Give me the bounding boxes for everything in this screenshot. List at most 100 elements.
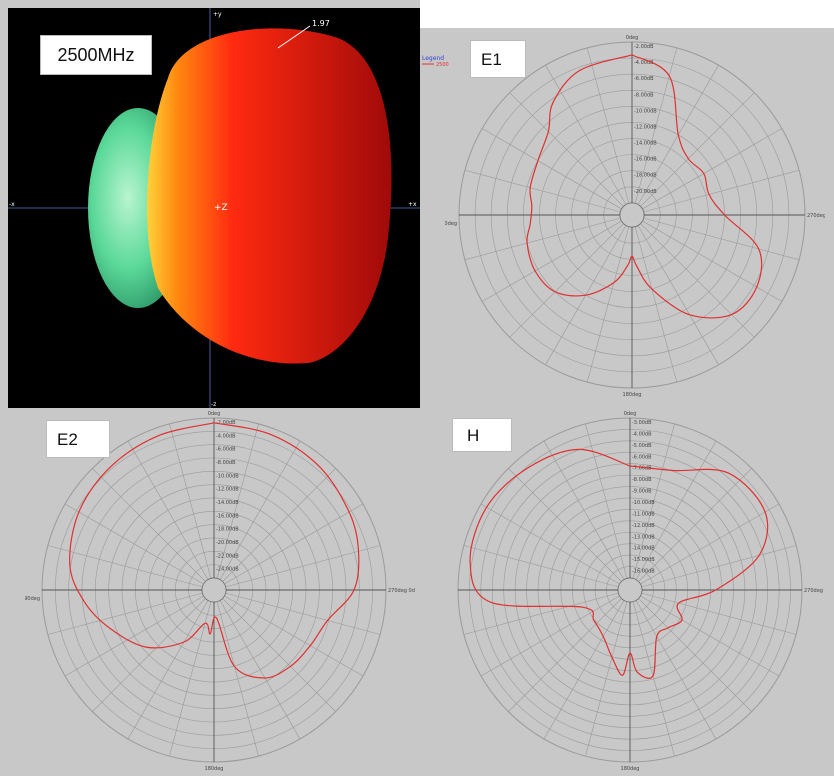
grid-spoke [47, 545, 203, 588]
grid-spoke [638, 598, 752, 712]
grid-spoke [169, 423, 212, 579]
e2-plane-label: E2 [46, 420, 110, 458]
radial-tick-label: -18.00dB [216, 527, 239, 533]
grid-spoke [635, 600, 717, 740]
legend-entry: 2500 [436, 62, 449, 68]
grid-spoke [634, 226, 678, 383]
radial-tick-label: -4.00dB [634, 60, 654, 66]
grid-spoke [508, 468, 622, 582]
angle-label-right: 270deg 0deg [388, 588, 415, 594]
grid-spoke [482, 128, 622, 210]
grid-spoke [543, 440, 625, 580]
axis-x-pos-label: +x [408, 201, 417, 208]
grid-spoke [643, 169, 800, 213]
grid-spoke [640, 503, 780, 585]
radial-tick-label: -16.00dB [634, 157, 657, 163]
radial-tick-label: -12.00dB [634, 124, 657, 130]
polar-grid-e2 [41, 417, 387, 763]
grid-spoke [127, 600, 209, 740]
grid-spoke [225, 545, 381, 588]
radial-tick-label: -16.00dB [632, 569, 655, 575]
grid-spoke [586, 47, 630, 204]
radial-tick-label: -8.00dB [632, 477, 652, 483]
radial-tick-label: -6.00dB [632, 454, 652, 460]
radial-tick-label: -20.00dB [634, 189, 657, 195]
radial-tick-label: -4.00dB [632, 431, 652, 437]
angle-label-left: 90deg [445, 221, 457, 227]
radial-tick-label: -8.00dB [634, 92, 654, 98]
main-lobe [147, 28, 392, 364]
radial-tick-label: -18.00dB [634, 173, 657, 179]
polar-grid-h [457, 417, 803, 763]
grid-spoke [219, 600, 301, 740]
grid-spoke [225, 592, 381, 635]
center-circle [617, 577, 643, 603]
grid-spoke [219, 440, 301, 580]
radial-tick-label: -7.00dB [632, 466, 652, 472]
grid-spoke [585, 601, 628, 757]
radial-tick-label: -12.00dB [216, 487, 239, 493]
grid-spoke [92, 598, 206, 712]
pattern-trace-e2 [69, 422, 360, 679]
grid-spoke [637, 225, 719, 365]
radial-tick-label: -13.00dB [632, 534, 655, 540]
legend-title: Legend [422, 55, 444, 62]
radial-tick-label: -10.00dB [216, 473, 239, 479]
angle-label-right: 270deg [807, 213, 825, 219]
radial-tick-label: -14.00dB [632, 546, 655, 552]
radial-tick-label: -9.00dB [632, 489, 652, 495]
grid-spoke [64, 595, 204, 677]
pattern-trace-e1 [526, 54, 763, 319]
radial-tick-label: -10.00dB [632, 500, 655, 506]
radial-tick-label: -2.00dB [216, 420, 236, 426]
grid-spoke [169, 601, 212, 757]
grid-spoke [632, 423, 675, 579]
grid-spoke [216, 423, 259, 579]
grid-spoke [641, 545, 797, 588]
grid-spoke [640, 223, 755, 338]
polar-chart-e1: -2.00dB -4.00dB -6.00dB -8.00dB -10.00dB -12.… [445, 35, 825, 398]
grid-spoke [47, 592, 203, 635]
radial-tick-label: -10.00dB [634, 108, 657, 114]
grid-spoke [642, 220, 782, 302]
grid-spoke [638, 468, 752, 582]
grid-spoke [640, 595, 780, 677]
center-circle [619, 202, 645, 228]
peak-arrow [277, 25, 311, 49]
grid-spoke [482, 220, 622, 302]
grid-spoke [222, 468, 336, 582]
grid-spoke [509, 92, 624, 207]
grid-spoke [463, 592, 619, 635]
h-plane-label: H [452, 418, 512, 452]
polar-chart-h: -3.00dB -4.00dB -5.00dB -6.00dB -7.00dB -8.00… [457, 411, 823, 772]
e1-plane-label: E1 [470, 40, 526, 78]
radial-tick-label: -14.00dB [634, 141, 657, 147]
radial-tick-label: -20.00dB [216, 540, 239, 546]
axis-x-neg-label: -x [9, 201, 15, 208]
grid-spoke [127, 440, 209, 580]
legend: Legend 2500 [422, 55, 449, 68]
grid-spoke [480, 595, 620, 677]
grid-spoke [641, 592, 797, 635]
grid-spoke [508, 598, 622, 712]
angle-label-top: 0deg [624, 411, 637, 417]
radial-tick-label: -24.00dB [216, 567, 239, 573]
radial-tick-label: -4.00dB [216, 433, 236, 439]
canvas-white-strip [420, 0, 834, 28]
angle-label-right: 270deg [804, 588, 823, 594]
radial-tick-label: -6.00dB [634, 76, 654, 82]
polar-grid-e1 [458, 41, 806, 389]
frequency-label: 2500MHz [40, 35, 152, 75]
peak-value-label: 1.97 [312, 19, 330, 28]
grid-spoke [640, 92, 755, 207]
radial-tick-label: -15.00dB [632, 557, 655, 563]
radial-tick-label: -8.00dB [216, 460, 236, 466]
angle-label-bottom: 180deg [205, 766, 224, 772]
angle-label-top: 0deg [208, 411, 221, 417]
angle-label-bottom: 180deg [623, 392, 642, 398]
grid-spoke [543, 600, 625, 740]
grid-spoke [586, 226, 630, 383]
radiation-pattern-3d: 1.97 +y -z +Z +x -x [8, 8, 420, 408]
grid-spoke [224, 595, 364, 677]
radial-tick-label: -11.00dB [632, 511, 655, 517]
